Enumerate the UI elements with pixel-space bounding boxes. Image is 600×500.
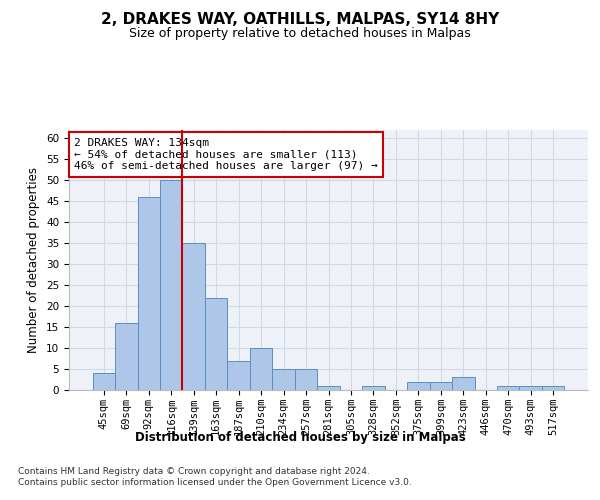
Bar — [317, 386, 340, 390]
Bar — [542, 386, 565, 390]
Bar — [272, 369, 295, 390]
Bar — [407, 382, 430, 390]
Text: Size of property relative to detached houses in Malpas: Size of property relative to detached ho… — [129, 28, 471, 40]
Bar — [137, 197, 160, 390]
Bar — [497, 386, 520, 390]
Bar — [182, 243, 205, 390]
Bar — [92, 373, 115, 390]
Bar — [362, 386, 385, 390]
Bar — [227, 360, 250, 390]
Bar — [205, 298, 227, 390]
Text: Distribution of detached houses by size in Malpas: Distribution of detached houses by size … — [134, 431, 466, 444]
Bar — [115, 323, 137, 390]
Bar — [250, 348, 272, 390]
Text: Contains HM Land Registry data © Crown copyright and database right 2024.
Contai: Contains HM Land Registry data © Crown c… — [18, 468, 412, 487]
Bar — [430, 382, 452, 390]
Text: 2, DRAKES WAY, OATHILLS, MALPAS, SY14 8HY: 2, DRAKES WAY, OATHILLS, MALPAS, SY14 8H… — [101, 12, 499, 28]
Bar — [520, 386, 542, 390]
Bar — [452, 378, 475, 390]
Text: 2 DRAKES WAY: 134sqm
← 54% of detached houses are smaller (113)
46% of semi-deta: 2 DRAKES WAY: 134sqm ← 54% of detached h… — [74, 138, 378, 171]
Bar — [295, 369, 317, 390]
Bar — [160, 180, 182, 390]
Y-axis label: Number of detached properties: Number of detached properties — [28, 167, 40, 353]
